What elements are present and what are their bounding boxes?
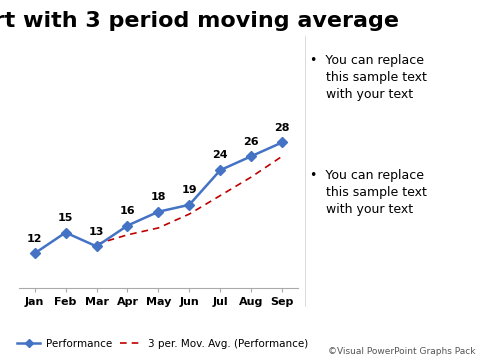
3 per. Mov. Avg. (Performance) — [156, 226, 161, 230]
Legend: Performance, 3 per. Mov. Avg. (Performance): Performance, 3 per. Mov. Avg. (Performan… — [13, 334, 312, 353]
Performance — [217, 168, 223, 172]
Performance — [125, 224, 131, 228]
3 per. Mov. Avg. (Performance) — [279, 154, 285, 158]
Text: 16: 16 — [120, 206, 135, 216]
Text: 28: 28 — [275, 123, 290, 133]
3 per. Mov. Avg. (Performance) — [94, 242, 99, 246]
Performance — [248, 154, 254, 158]
3 per. Mov. Avg. (Performance) — [248, 175, 254, 179]
Text: ©Visual PowerPoint Graphs Pack: ©Visual PowerPoint Graphs Pack — [328, 347, 475, 356]
Text: 13: 13 — [89, 227, 104, 237]
Text: •  You can replace
    this sample text
    with your text: • You can replace this sample text with … — [310, 54, 426, 101]
3 per. Mov. Avg. (Performance) — [125, 233, 131, 237]
Performance — [186, 203, 192, 207]
Line: 3 per. Mov. Avg. (Performance): 3 per. Mov. Avg. (Performance) — [96, 156, 282, 244]
Text: 12: 12 — [27, 234, 42, 244]
Text: •  You can replace
    this sample text
    with your text: • You can replace this sample text with … — [310, 169, 426, 216]
Text: Line chart with 3 period moving average: Line chart with 3 period moving average — [0, 11, 399, 31]
Text: 26: 26 — [243, 136, 259, 147]
Text: 24: 24 — [213, 150, 228, 161]
Performance — [32, 251, 37, 256]
Text: 15: 15 — [58, 213, 73, 223]
Performance — [63, 230, 69, 235]
Performance — [94, 244, 99, 248]
Line: Performance: Performance — [31, 139, 286, 257]
Text: 18: 18 — [151, 192, 166, 202]
Performance — [156, 210, 161, 214]
Performance — [279, 140, 285, 145]
3 per. Mov. Avg. (Performance) — [217, 193, 223, 198]
Text: 19: 19 — [181, 185, 197, 195]
3 per. Mov. Avg. (Performance) — [186, 212, 192, 216]
